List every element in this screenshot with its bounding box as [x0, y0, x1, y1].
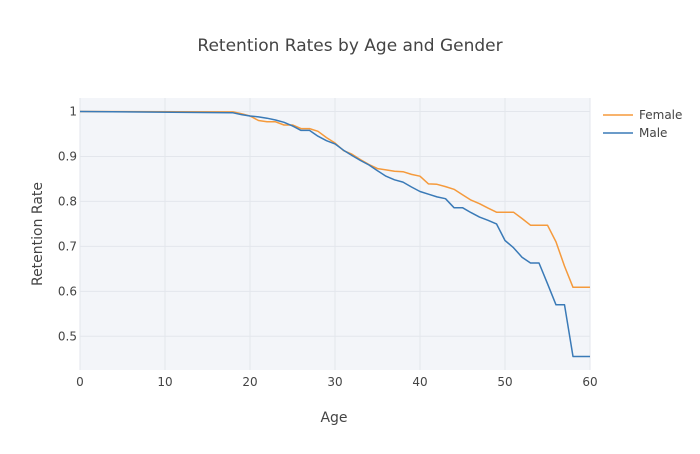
y-tick-label: 0.5 [58, 329, 77, 343]
x-axis-label: Age [320, 410, 347, 426]
y-tick-label: 1 [69, 104, 77, 118]
x-tick-labels: 0 10 20 30 40 50 60 [76, 375, 597, 389]
legend-label-female: Female [639, 108, 682, 122]
series-layer [79, 110, 590, 358]
x-tick-label: 30 [327, 375, 342, 389]
legend-item-male[interactable]: Male [603, 126, 667, 140]
x-tick-label: 20 [242, 375, 257, 389]
y-tick-label: 0.6 [58, 284, 77, 298]
x-tick-label: 0 [76, 375, 84, 389]
y-tick-label: 0.9 [58, 149, 77, 163]
y-axis-label: Retention Rate [30, 182, 46, 286]
x-tick-label: 60 [582, 375, 597, 389]
series-line-male [79, 110, 590, 358]
x-tick-label: 10 [157, 375, 172, 389]
legend-label-male: Male [639, 126, 667, 140]
x-tick-label: 50 [497, 375, 512, 389]
x-tick-label: 40 [412, 375, 427, 389]
legend-item-female[interactable]: Female [603, 108, 682, 122]
series-line-female [79, 110, 590, 289]
y-tick-label: 0.7 [58, 239, 77, 253]
y-tick-label: 0.8 [58, 194, 77, 208]
chart-title: Retention Rates by Age and Gender [197, 36, 502, 56]
legend: Female Male [603, 108, 682, 140]
y-tick-labels: 0.5 0.6 0.7 0.8 0.9 1 [58, 104, 77, 343]
